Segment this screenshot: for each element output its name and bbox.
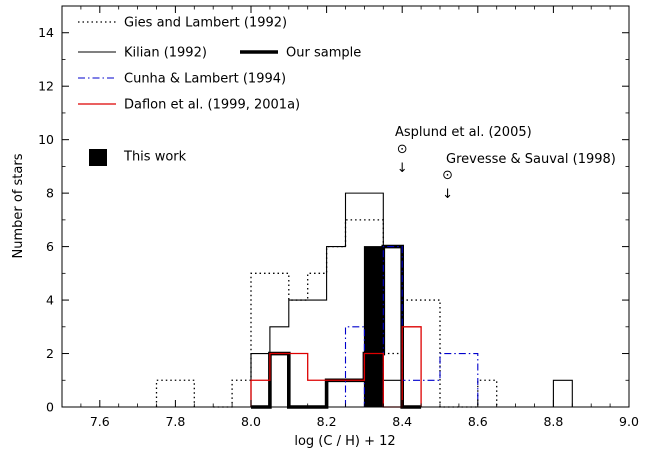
- annotation-label: Asplund et al. (2005): [395, 125, 532, 140]
- histogram-series-cunha-lambert-1994: [344, 246, 479, 408]
- y-tick-label: 2: [46, 346, 54, 361]
- legend-label: Our sample: [286, 46, 361, 61]
- x-tick-label: 8.8: [543, 414, 563, 429]
- legend-label: Daflon et al. (1999, 2001a): [124, 98, 300, 113]
- x-tick-label: 8.6: [468, 414, 488, 429]
- y-tick-label: 6: [46, 239, 54, 254]
- axis-layer: 7.6 7.8 8.0 8.2 8.4 8.6 8.8 9.0 0 2 4 6 8 10 12 14: [38, 6, 639, 429]
- annotations: Asplund et al. (2005) ⊙ ↓ Grevesse & Sauval…: [395, 125, 616, 202]
- x-tick-label: 8.4: [392, 414, 412, 429]
- x-tick-label: 8.0: [241, 414, 261, 429]
- y-tick-label: 0: [46, 400, 54, 415]
- x-tick-label: 9.0: [619, 414, 639, 429]
- legend: Gies and Lambert (1992) Kilian (1992) Cunh…: [78, 16, 361, 166]
- y-tick-label: 12: [38, 79, 54, 94]
- y-axis-title: Number of stars: [11, 153, 26, 258]
- y-tick-label: 14: [38, 25, 54, 40]
- y-tick-label: 8: [46, 186, 54, 201]
- legend-label: This work: [123, 150, 187, 165]
- sun-symbol: ⊙: [397, 142, 408, 157]
- histogram-series-daflon-et-al-1999-2001a: [250, 326, 422, 408]
- legend-label: Gies and Lambert (1992): [124, 16, 287, 31]
- legend-swatch-filled: [89, 149, 107, 166]
- annotation-label: Grevesse & Sauval (1998): [446, 152, 616, 167]
- x-tick-label: 8.2: [317, 414, 337, 429]
- y-tick-label: 10: [38, 132, 54, 147]
- histogram-bar-this-work-0: [363, 246, 384, 408]
- plot-layer: [155, 192, 573, 409]
- x-tick-label: 7.8: [165, 414, 185, 429]
- x-tick-label: 7.6: [90, 414, 110, 429]
- down-arrow: ↓: [397, 161, 408, 176]
- legend-label: Cunha & Lambert (1994): [124, 72, 286, 87]
- legend-label: Kilian (1992): [124, 46, 207, 61]
- down-arrow: ↓: [442, 187, 453, 202]
- y-tick-label: 4: [46, 293, 54, 308]
- x-axis-title: log (C / H) + 12: [294, 434, 395, 449]
- sun-symbol: ⊙: [442, 168, 453, 183]
